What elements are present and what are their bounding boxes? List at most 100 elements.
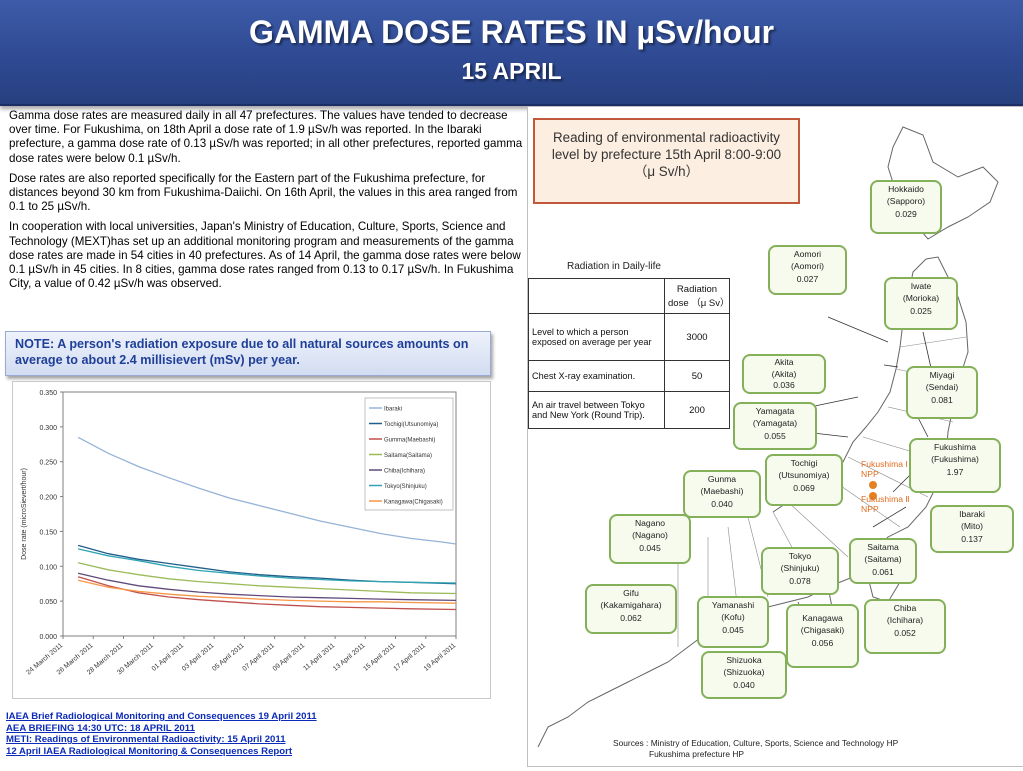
- city-box-tochigi: Tochigi (Utsunomiya) 0.069: [765, 454, 843, 506]
- city-value: 0.045: [722, 624, 744, 635]
- city-value: 0.045: [639, 542, 661, 553]
- page-subtitle: 15 APRIL: [461, 58, 562, 84]
- row-value: 50: [664, 360, 730, 392]
- body-text: Gamma dose rates are measured daily in a…: [9, 109, 523, 297]
- city-value: 0.027: [796, 273, 819, 284]
- city-box-chiba: Chiba (Ichihara) 0.052: [864, 599, 946, 654]
- series-line: [77, 576, 457, 611]
- y-axis-label: Dose rate (microSievert/hour): [21, 468, 28, 560]
- city-value: 0.137: [961, 533, 983, 544]
- city-sub: (Shinjuku): [780, 563, 820, 574]
- table-row: Chest X-ray examination. 50: [528, 360, 730, 392]
- city-sub: (Maebashi): [700, 486, 744, 497]
- row-value: 3000: [664, 313, 730, 361]
- daily-life-table: Radiation dose （μ Sv） Level to which a p…: [528, 278, 730, 429]
- city-name: Kanagawa: [802, 613, 843, 623]
- city-value: 0.062: [620, 612, 642, 623]
- paragraph-2: Dose rates are also reported specificall…: [9, 171, 518, 214]
- row-label: Chest X-ray examination.: [528, 360, 665, 392]
- city-box-hokkaido: Hokkaido (Sapporo) 0.029: [870, 180, 942, 234]
- table-row: Radiation dose （μ Sv）: [528, 278, 730, 314]
- city-sub: (Morioka): [902, 293, 940, 304]
- city-value: 0.055: [764, 430, 786, 441]
- sources-line-1: Sources : Ministry of Education, Culture…: [613, 738, 899, 748]
- series-line: [77, 544, 457, 585]
- city-name: Fukushima: [933, 442, 977, 452]
- series-line: [77, 572, 457, 602]
- city-sub: (Nagano): [632, 530, 668, 541]
- row-value: 200: [664, 391, 730, 429]
- city-name: Miyagi: [929, 370, 955, 380]
- series-line: [77, 548, 457, 584]
- legend-label: Chiba(Ichihara): [384, 469, 425, 475]
- city-name: Shizuoka: [726, 655, 762, 665]
- legend-label: Tochigi(Utsunomiya): [384, 422, 438, 428]
- city-box-tokyo: Tokyo (Shinjuku) 0.078: [761, 547, 839, 595]
- x-tick-label: 05 April 2011: [211, 642, 246, 673]
- city-box-shizuoka: Shizuoka (Shizuoka) 0.040: [701, 651, 787, 699]
- city-name: Tokyo: [788, 551, 812, 561]
- city-box-aomori: Aomori (Aomori) 0.027: [768, 245, 847, 295]
- chart-svg: 0.000 0.050 0.100 0.150 0.200 0.250 0.300 0.350…: [21, 390, 458, 676]
- x-tick-label: 15 April 2011: [362, 642, 397, 673]
- link-meti-readings[interactable]: METI: Readings of Environmental Radioact…: [6, 734, 286, 746]
- city-value: 0.040: [711, 498, 733, 509]
- city-sub: (Akita): [771, 368, 797, 379]
- reading-line-3: （μ Sv/h）: [633, 164, 699, 179]
- city-value: 1.97: [946, 466, 964, 477]
- legend-label: Ibaraki: [384, 407, 402, 413]
- city-value: 0.052: [894, 627, 916, 638]
- link-aea-briefing[interactable]: AEA BRIEFING 14:30 UTC: 18 APRIL 2011: [6, 722, 195, 734]
- city-sub: (Fukushima): [931, 454, 979, 465]
- reading-title-box: Reading of environmental radioactivity l…: [533, 118, 800, 204]
- city-sub: (Shizuoka): [723, 667, 765, 678]
- city-sub: (Saitama): [864, 554, 902, 565]
- table-row: Level to which a person exposed on avera…: [528, 313, 730, 361]
- x-tick-label: 01 April 2011: [151, 642, 186, 673]
- x-tick-label: 03 April 2011: [181, 642, 216, 673]
- city-name: Saitama: [867, 542, 899, 552]
- city-name: Hokkaido: [888, 184, 924, 194]
- city-name: Gifu: [623, 588, 639, 598]
- city-value: 0.056: [811, 637, 834, 648]
- city-box-fukushima: Fukushima (Fukushima) 1.97: [909, 438, 1001, 493]
- legend-label: Gumma(Maebashi): [384, 438, 435, 444]
- x-tick-label: 19 April 2011: [423, 642, 458, 673]
- note-box: NOTE: A person's radiation exposure due …: [5, 331, 491, 376]
- row-label: An air travel between Tokyo and New York…: [528, 391, 665, 429]
- city-box-akita: Akita (Akita) 0.036: [742, 354, 826, 394]
- city-value: 0.025: [910, 305, 932, 316]
- city-box-miyagi: Miyagi (Sendai) 0.081: [906, 366, 978, 419]
- city-sub: (Yamagata): [752, 418, 798, 429]
- table-row: An air travel between Tokyo and New York…: [528, 391, 730, 429]
- city-name: Tochigi: [790, 458, 818, 468]
- y-tick-label: 0.300: [39, 425, 57, 432]
- npp2-marker-icon: [869, 492, 877, 500]
- row-label: Level to which a person exposed on avera…: [528, 313, 665, 361]
- npp1-marker-icon: [869, 481, 877, 489]
- daily-life-title: Radiation in Daily-life: [567, 261, 661, 272]
- y-tick-label: 0.000: [39, 634, 57, 641]
- city-value: 0.061: [872, 566, 894, 577]
- city-name: Nagano: [634, 518, 666, 528]
- city-box-yamanashi: Yamanashi (Kofu) 0.045: [697, 596, 769, 648]
- npp1-label: Fukushima Ⅰ NPP: [861, 459, 908, 479]
- dose-rate-chart: 0.000 0.050 0.100 0.150 0.200 0.250 0.300 0.350…: [12, 381, 491, 699]
- reading-line-2: level by prefecture 15th April 8:00-9:00: [551, 147, 782, 162]
- link-iaea-brief[interactable]: IAEA Brief Radiological Monitoring and C…: [6, 711, 317, 722]
- city-sub: (Kakamigahara): [600, 600, 662, 611]
- city-value: 0.069: [793, 482, 815, 493]
- city-name: Yamagata: [755, 406, 795, 416]
- city-name: Akita: [774, 357, 794, 367]
- city-box-yamagata: Yamagata (Yamagata) 0.055: [733, 402, 817, 450]
- city-box-iwate: Iwate (Morioka) 0.025: [884, 277, 958, 330]
- table-header: Radiation dose （μ Sv）: [664, 278, 730, 314]
- city-box-ibaraki: Ibaraki (Mito) 0.137: [930, 505, 1014, 553]
- series-line: [77, 436, 457, 545]
- y-tick-label: 0.150: [39, 529, 57, 536]
- city-name: Ibaraki: [959, 509, 985, 519]
- y-tick-label: 0.100: [39, 564, 57, 571]
- link-iaea-report[interactable]: 12 April IAEA Radiological Monitoring & …: [6, 745, 293, 757]
- city-sub: (Utsunomiya): [778, 470, 830, 481]
- city-name: Gunma: [707, 474, 737, 484]
